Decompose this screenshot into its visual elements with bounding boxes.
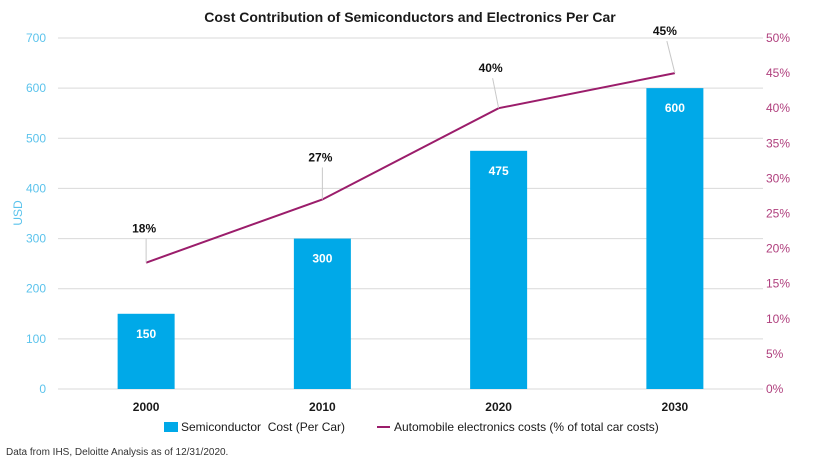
y-axis-label: USD <box>11 200 25 226</box>
left-tick-label: 0 <box>39 382 46 396</box>
bar <box>117 313 175 389</box>
line-path <box>145 72 676 264</box>
bar-value-label: 300 <box>312 252 332 266</box>
line-label-leader <box>666 40 676 74</box>
legend-bar-label: Semiconductor Cost (Per Car) <box>181 420 345 434</box>
x-tick-label: 2000 <box>133 400 160 414</box>
line-label-leader <box>492 78 500 109</box>
bar <box>470 150 528 389</box>
right-tick-label: 45% <box>766 66 790 80</box>
right-tick-label: 30% <box>766 171 790 185</box>
right-tick-label: 15% <box>766 277 790 291</box>
right-axis-ticks: 0% 5% 10% 15% 20% 25% 30% 35% 40% 45% 50% <box>766 31 790 396</box>
line-value-label: 27% <box>308 150 332 164</box>
x-tick-label: 2030 <box>662 400 689 414</box>
legend-line-label: Automobile electronics costs (% of total… <box>394 420 659 434</box>
bar <box>293 238 351 389</box>
bar-series <box>117 88 704 390</box>
right-tick-label: 40% <box>766 101 790 115</box>
x-tick-label: 2010 <box>309 400 336 414</box>
line-value-label: 18% <box>132 222 156 236</box>
left-tick-label: 700 <box>26 31 46 45</box>
right-tick-label: 35% <box>766 136 790 150</box>
footnote: Data from IHS, Deloitte Analysis as of 1… <box>6 447 228 458</box>
right-tick-label: 50% <box>766 31 790 45</box>
left-tick-label: 300 <box>26 232 46 246</box>
chart-title: Cost Contribution of Semiconductors and … <box>204 9 616 25</box>
bar <box>646 88 704 390</box>
legend-bar-swatch <box>164 422 178 432</box>
line-value-label: 45% <box>653 24 677 38</box>
line-series: 18% 27% 40% 45% <box>132 24 677 264</box>
gridlines <box>58 37 763 390</box>
bar-value-label: 150 <box>136 327 156 341</box>
legend: Semiconductor Cost (Per Car) Automobile … <box>164 420 659 434</box>
right-tick-label: 5% <box>766 347 784 361</box>
left-tick-label: 400 <box>26 181 46 195</box>
left-tick-label: 200 <box>26 282 46 296</box>
left-tick-label: 100 <box>26 332 46 346</box>
left-tick-label: 600 <box>26 81 46 95</box>
x-axis-ticks: 2000 2010 2020 2030 <box>133 400 689 414</box>
right-tick-label: 0% <box>766 382 784 396</box>
right-tick-label: 25% <box>766 207 790 221</box>
bar-value-label: 475 <box>489 164 509 178</box>
bar-value-label: 600 <box>665 101 685 115</box>
right-tick-label: 20% <box>766 242 790 256</box>
left-tick-label: 500 <box>26 131 46 145</box>
bar-data-labels: 150 300 475 600 <box>136 101 685 341</box>
left-axis-ticks: 0 100 200 300 400 500 600 700 <box>26 31 46 396</box>
right-tick-label: 10% <box>766 312 790 326</box>
x-tick-label: 2020 <box>485 400 512 414</box>
line-value-label: 40% <box>479 61 503 75</box>
